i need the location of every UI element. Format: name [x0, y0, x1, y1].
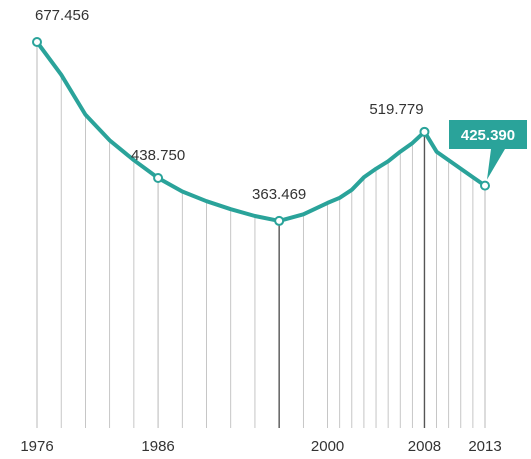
data-markers	[32, 37, 490, 226]
marker-1996	[274, 215, 285, 226]
vertical-gridlines	[36, 42, 486, 428]
x-tick-label-1986: 1986	[141, 438, 174, 455]
x-tick-label-2013: 2013	[468, 438, 501, 455]
marker-2013	[480, 180, 490, 191]
value-label-2008: 519.779	[369, 101, 423, 118]
value-label-1996: 363.469	[252, 186, 306, 203]
marker-1976	[32, 37, 42, 47]
latest-value-callout: 425.390	[449, 120, 527, 180]
callout-box	[449, 120, 527, 180]
callout-value-label: 425.390	[461, 127, 515, 144]
marker-2008	[419, 126, 430, 137]
value-labels: 677.456 438.750 363.469 519.779	[35, 7, 424, 203]
x-axis-tick-labels: 1976 1986 2000 2008 2013	[20, 438, 501, 455]
value-label-1986: 438.750	[131, 147, 185, 164]
x-tick-label-2000: 2000	[311, 438, 344, 455]
value-label-1976: 677.456	[35, 7, 89, 24]
x-tick-label-2008: 2008	[408, 438, 441, 455]
x-tick-label-1976: 1976	[20, 438, 53, 455]
series-line	[35, 40, 487, 223]
marker-1986	[153, 173, 164, 184]
